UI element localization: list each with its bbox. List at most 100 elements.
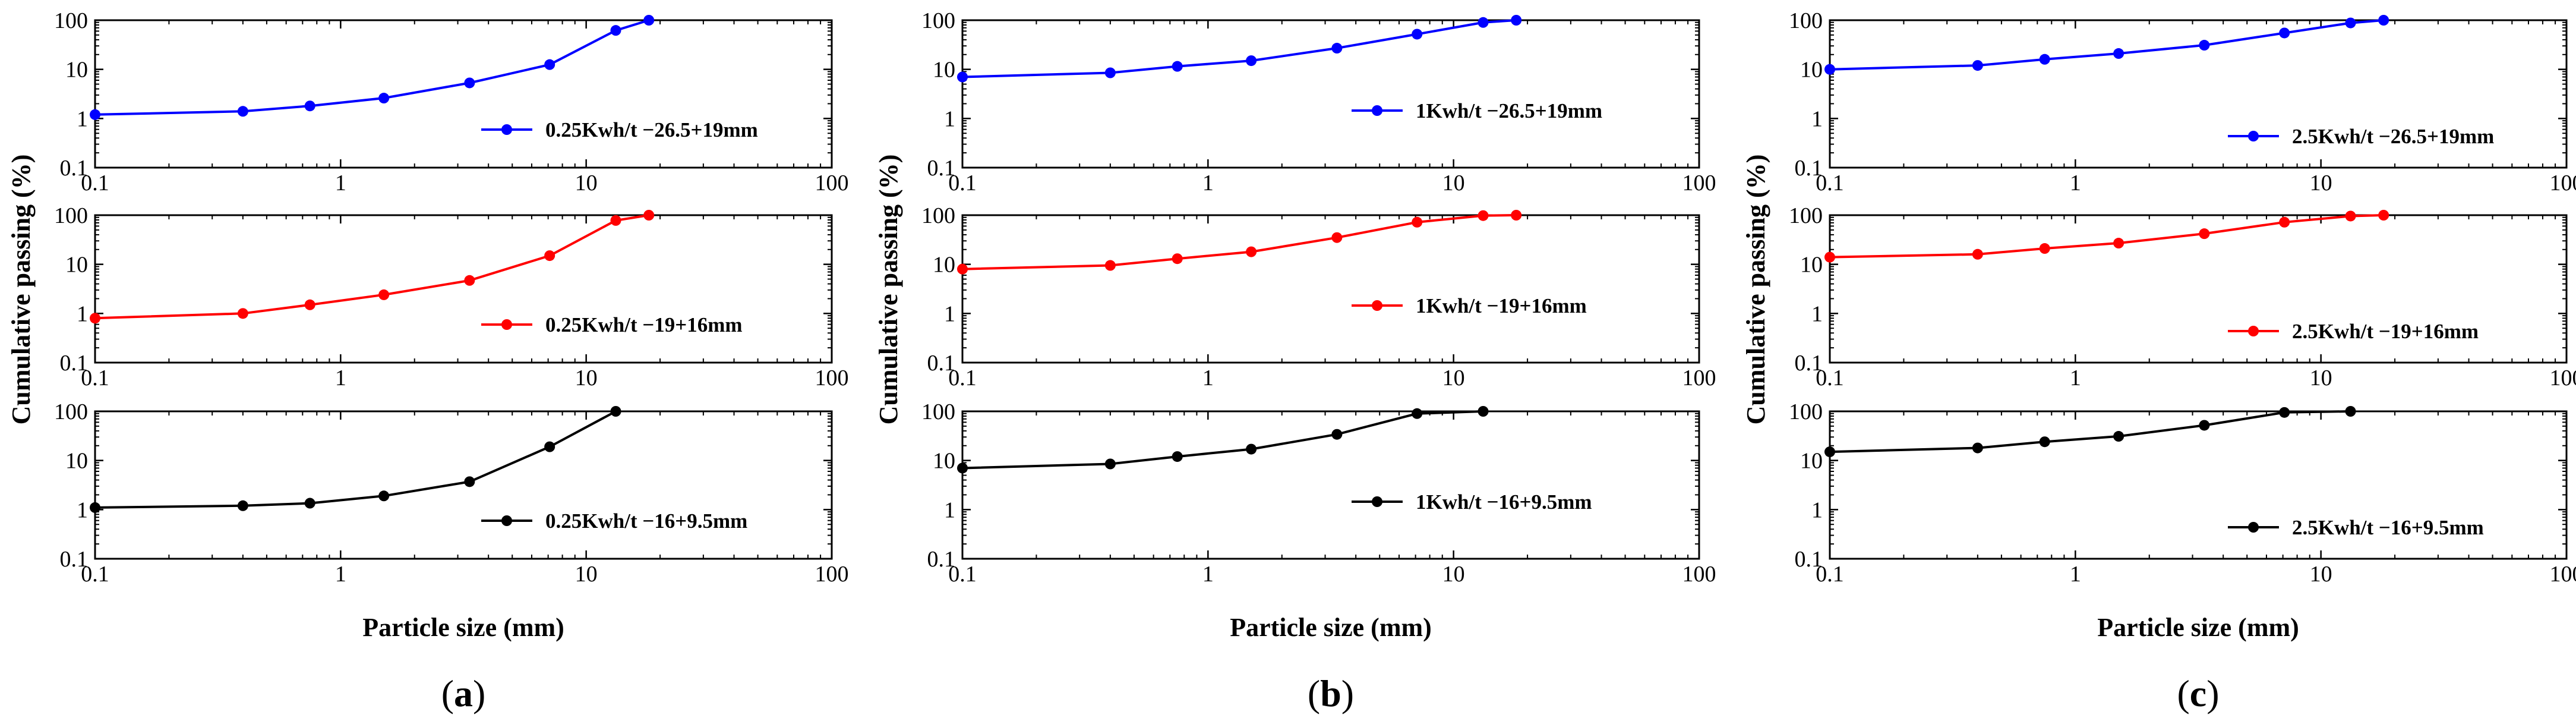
plot-frame (94, 214, 833, 364)
y-tick-label: 100 (921, 399, 955, 424)
y-tick-label: 1 (1811, 106, 1823, 131)
data-point (2345, 406, 2356, 417)
data-point (544, 250, 555, 262)
data-point (1246, 55, 1257, 67)
data-point (2378, 210, 2389, 221)
data-point (1511, 210, 1522, 221)
y-tick-label: 1 (1811, 301, 1823, 326)
data-point (544, 59, 555, 70)
panel-label: (c) (2177, 672, 2219, 714)
data-point (2039, 436, 2050, 448)
y-tick-label: 0.1 (1795, 351, 1823, 376)
y-axis-label: Cumulative passing (%) (7, 155, 36, 425)
legend-marker (501, 124, 512, 135)
series-line (962, 19, 1517, 78)
legend-marker (2248, 522, 2259, 533)
data-point (1172, 253, 1183, 265)
y-tick-label: 10 (933, 58, 955, 83)
y-tick-label: 10 (1800, 449, 1823, 474)
y-tick-label: 100 (1789, 8, 1823, 33)
x-tick-label: 1 (2070, 562, 2081, 587)
x-tick-label: 0.1 (948, 171, 977, 196)
data-point (544, 441, 555, 452)
y-tick-label: 1 (944, 498, 955, 522)
data-point (1331, 43, 1343, 54)
subplot: 0.1 1 10 100 0.1 1 10 100 0.25Kwh/t −19+16mm (54, 203, 849, 391)
y-tick-label: 10 (65, 449, 88, 474)
data-point (304, 299, 315, 310)
y-tick-label: 1 (77, 106, 88, 131)
y-tick-label: 1 (77, 301, 88, 326)
series-line (1829, 214, 2384, 259)
data-point (2345, 210, 2356, 222)
data-point (2378, 15, 2389, 26)
y-tick-label: 10 (65, 58, 88, 83)
plot-frame (1829, 19, 2568, 169)
x-tick-label: 10 (575, 366, 598, 391)
data-point (2039, 243, 2050, 254)
x-axis-label: Particle size (mm) (2097, 613, 2299, 642)
subplot: 0.1 1 10 100 0.1 1 10 100 1Kwh/t −16+9.5mm (921, 399, 1716, 587)
x-tick-label: 0.1 (1816, 366, 1844, 391)
data-point (2199, 420, 2210, 431)
y-tick-label: 100 (54, 8, 88, 33)
y-tick-label: 1 (77, 498, 88, 522)
data-point (1412, 408, 1423, 419)
series-line (1829, 19, 2384, 71)
x-tick-label: 10 (1442, 171, 1465, 196)
data-point (2345, 17, 2356, 29)
data-point (378, 490, 390, 502)
x-tick-label: 100 (815, 171, 849, 196)
y-tick-label: 0.1 (927, 156, 956, 181)
data-point (1412, 216, 1423, 228)
data-point (378, 93, 390, 104)
legend-label: 0.25Kwh/t −16+9.5mm (545, 509, 747, 533)
y-tick-label: 1 (944, 106, 955, 131)
data-point (1104, 67, 1116, 78)
x-tick-label: 0.1 (81, 171, 109, 196)
x-tick-label: 0.1 (81, 562, 109, 587)
y-tick-label: 0.1 (1795, 547, 1823, 572)
data-point (1972, 248, 1983, 260)
data-point (643, 15, 655, 26)
data-point (1511, 15, 1522, 26)
data-point (2199, 228, 2210, 240)
data-point (237, 106, 248, 117)
subplot: 0.1 1 10 100 0.1 1 10 100 0.25Kwh/t −26.5+19mm (54, 8, 849, 196)
data-point (1172, 451, 1183, 462)
data-point (610, 25, 621, 36)
data-point (1478, 17, 1489, 28)
legend-marker (501, 515, 512, 526)
x-tick-label: 100 (2550, 171, 2576, 196)
y-tick-label: 1 (1811, 498, 1823, 522)
y-tick-label: 100 (921, 8, 955, 33)
data-point (1246, 443, 1257, 455)
y-tick-label: 0.1 (60, 547, 89, 572)
data-point (1972, 442, 1983, 454)
legend-label: 1Kwh/t −26.5+19mm (1416, 99, 1602, 122)
y-tick-label: 0.1 (60, 156, 89, 181)
data-point (610, 215, 621, 226)
legend-label: 0.25Kwh/t −19+16mm (545, 313, 743, 336)
x-tick-label: 0.1 (948, 366, 977, 391)
x-tick-label: 1 (1202, 171, 1214, 196)
data-point (643, 210, 655, 221)
plot-frame (94, 19, 833, 169)
x-tick-label: 1 (1202, 366, 1214, 391)
y-tick-label: 10 (1800, 58, 1823, 83)
subplot: 0.1 1 10 100 0.1 1 10 100 1Kwh/t −26.5+19mm (921, 8, 1716, 196)
data-point (1824, 251, 1835, 263)
x-tick-label: 100 (815, 366, 849, 391)
x-tick-label: 1 (335, 562, 346, 587)
data-point (2113, 238, 2124, 249)
series-line (962, 410, 1483, 470)
data-point (2113, 48, 2124, 59)
x-tick-label: 0.1 (1816, 171, 1844, 196)
data-point (1824, 446, 1835, 458)
legend-marker (2248, 326, 2259, 336)
y-tick-label: 100 (1789, 203, 1823, 228)
